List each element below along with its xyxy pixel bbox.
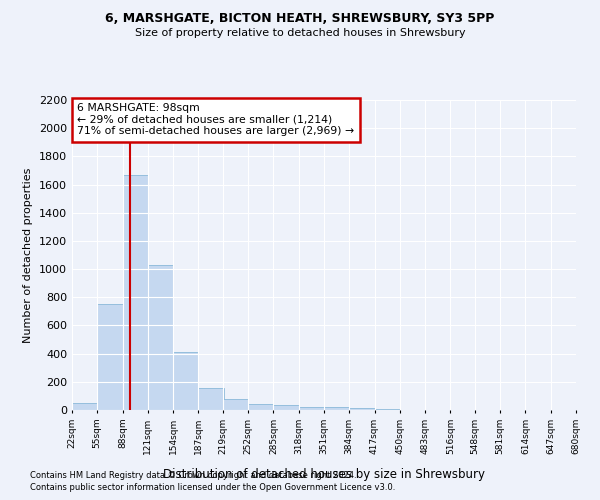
X-axis label: Distribution of detached houses by size in Shrewsbury: Distribution of detached houses by size … [163, 468, 485, 481]
Text: 6, MARSHGATE, BICTON HEATH, SHREWSBURY, SY3 5PP: 6, MARSHGATE, BICTON HEATH, SHREWSBURY, … [106, 12, 494, 26]
Y-axis label: Number of detached properties: Number of detached properties [23, 168, 34, 342]
Text: Contains HM Land Registry data © Crown copyright and database right 2024.: Contains HM Land Registry data © Crown c… [30, 471, 356, 480]
Bar [72, 403, 97, 410]
Text: Contains public sector information licensed under the Open Government Licence v3: Contains public sector information licen… [30, 484, 395, 492]
Bar [97, 304, 122, 410]
Bar [173, 352, 199, 410]
Text: Size of property relative to detached houses in Shrewsbury: Size of property relative to detached ho… [134, 28, 466, 38]
Text: 6 MARSHGATE: 98sqm
← 29% of detached houses are smaller (1,214)
71% of semi-deta: 6 MARSHGATE: 98sqm ← 29% of detached hou… [77, 103, 354, 136]
Bar [148, 265, 173, 410]
Bar [299, 407, 324, 410]
Bar [248, 404, 274, 410]
Bar [199, 388, 224, 410]
Bar [274, 405, 299, 410]
Bar [122, 174, 148, 410]
Bar [349, 408, 374, 410]
Bar [223, 398, 248, 410]
Bar [324, 407, 349, 410]
